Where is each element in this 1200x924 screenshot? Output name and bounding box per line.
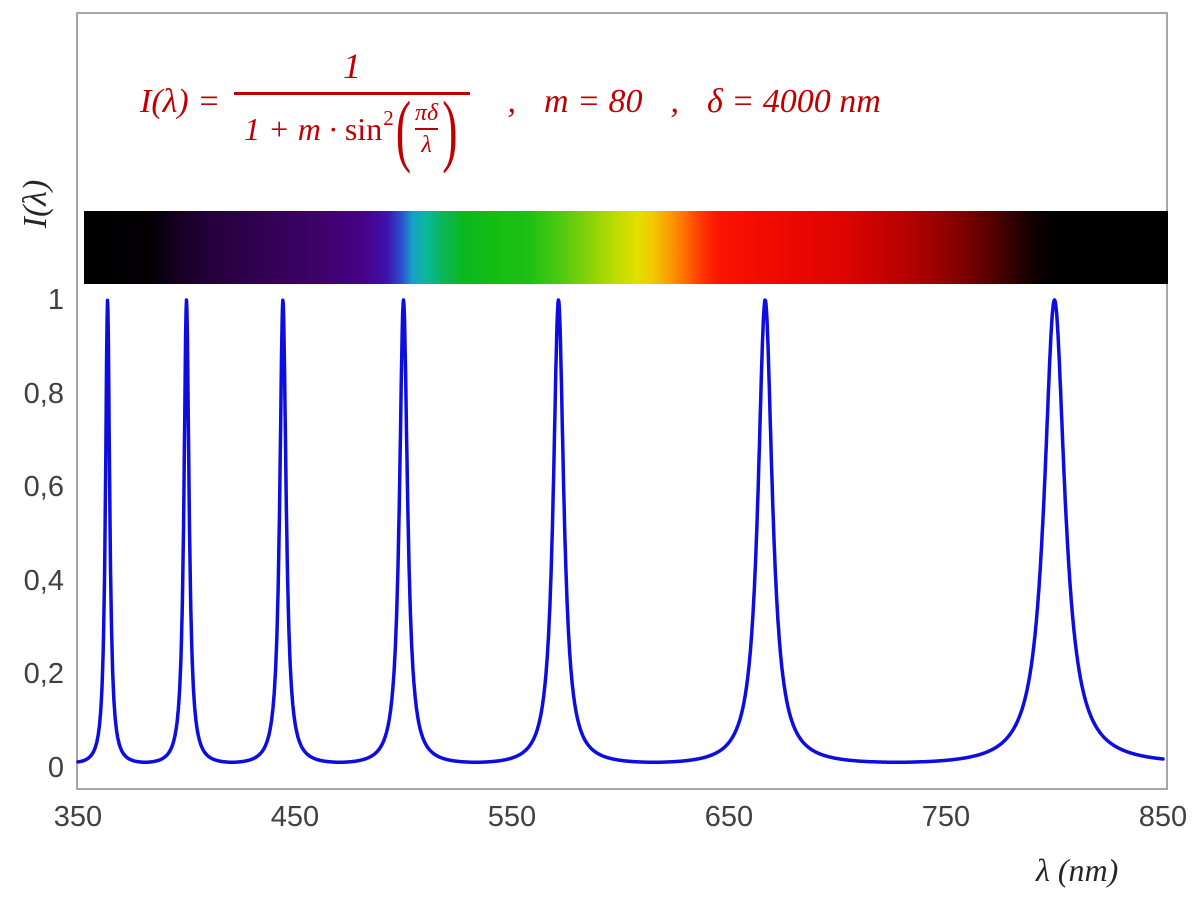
y-tick-label: 0,2 bbox=[23, 658, 64, 691]
formula: I(λ) = 1 1 + m · sin 2 ( πδ λ ) , m = 80 … bbox=[140, 26, 885, 178]
y-tick-label: 0,6 bbox=[23, 471, 64, 504]
x-tick-label: 350 bbox=[53, 801, 103, 833]
inner-fraction-bar bbox=[415, 128, 439, 130]
formula-fraction: 1 1 + m · sin 2 ( πδ λ ) bbox=[234, 45, 470, 174]
x-tick-label: 750 bbox=[921, 801, 971, 833]
y-tick-label: 0,4 bbox=[23, 564, 64, 597]
denominator-function: sin bbox=[344, 111, 383, 147]
inner-fraction: πδ λ bbox=[415, 100, 439, 159]
fraction-bar bbox=[234, 92, 470, 95]
inner-numerator: πδ bbox=[415, 100, 439, 126]
y-tick-label: 0,8 bbox=[23, 377, 64, 410]
y-axis-title: I(λ) bbox=[17, 179, 54, 229]
spectrum-bar bbox=[84, 211, 1168, 284]
formula-separator: , bbox=[507, 83, 517, 120]
formula-numerator: 1 bbox=[342, 46, 361, 86]
formula-lhs: I(λ) = bbox=[140, 83, 221, 120]
formula-denominator: 1 + m · sin 2 ( πδ λ ) bbox=[234, 85, 469, 174]
x-tick-label: 450 bbox=[270, 801, 320, 833]
x-axis-title: λ (nm) bbox=[1036, 852, 1119, 888]
x-tick-label: 650 bbox=[704, 801, 754, 833]
denominator-prefix: 1 + m · bbox=[244, 111, 337, 147]
close-paren: ) bbox=[442, 84, 458, 175]
denominator-exponent: 2 bbox=[383, 106, 394, 130]
inner-denominator: λ bbox=[421, 132, 432, 158]
x-tick-label: 550 bbox=[487, 801, 537, 833]
y-tick-label: 1 bbox=[47, 284, 64, 316]
formula-separator: , bbox=[670, 83, 680, 120]
y-tick-label: 0 bbox=[47, 752, 64, 784]
param-m: m = 80 bbox=[544, 83, 643, 120]
x-tick-label: 850 bbox=[1138, 801, 1188, 833]
param-delta: δ = 4000 nm bbox=[707, 83, 881, 120]
open-paren: ( bbox=[395, 84, 412, 175]
